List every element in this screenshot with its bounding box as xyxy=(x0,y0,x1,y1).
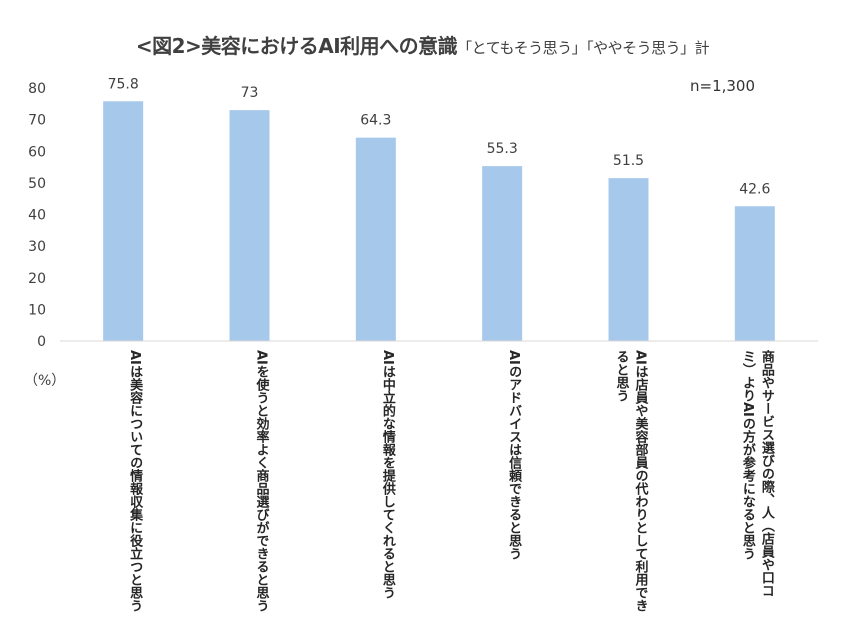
category-label: AIは中立的な情報を提供してくれると思う xyxy=(379,350,395,599)
y-tick-label: 80 xyxy=(28,81,46,97)
value-label: 64.3 xyxy=(360,113,391,129)
y-tick-label: 30 xyxy=(28,239,46,255)
value-labels: 75.8 73 64.3 55.3 51.5 42.6 xyxy=(108,76,771,197)
y-tick-label: 10 xyxy=(28,302,46,318)
category-label: 商品やサービス選びの際、人（店員や口コミ）よりAIの方が参考になると思う xyxy=(739,350,774,597)
bar xyxy=(608,178,649,341)
y-axis-ticks: 0 10 20 30 40 50 60 70 80 xyxy=(28,81,46,350)
bar xyxy=(734,206,775,341)
category-label: AIを使うと効率よく商品選びができると思う xyxy=(253,350,269,612)
y-tick-label: 40 xyxy=(28,208,46,224)
value-label: 75.8 xyxy=(108,76,139,92)
value-label: 73 xyxy=(241,85,259,101)
y-tick-label: 20 xyxy=(28,271,46,287)
value-label: 55.3 xyxy=(487,141,518,157)
y-tick-label: 60 xyxy=(28,144,46,160)
sample-size-label: n=1,300 xyxy=(690,77,756,95)
value-label: 42.6 xyxy=(739,181,770,197)
y-tick-label: 70 xyxy=(28,113,46,129)
y-tick-label: 0 xyxy=(37,334,46,350)
category-label: AIは店員や美容部員の代わりとして利用できると思う xyxy=(613,350,648,612)
bar xyxy=(103,101,144,341)
category-label: AIのアドバイスは信頼できると思う xyxy=(506,350,522,560)
chart-subtitle: 「とてもそう思う」「ややそう思う」計 xyxy=(457,39,710,57)
value-label: 51.5 xyxy=(613,153,644,169)
chart-title: <図2>美容におけるAI利用への意識「とてもそう思う」「ややそう思う」計 xyxy=(0,30,845,59)
y-tick-label: 50 xyxy=(28,176,46,192)
y-axis-unit-label: （%） xyxy=(24,373,66,389)
chart-title-main: <図2>美容におけるAI利用への意識 xyxy=(135,34,458,58)
bars xyxy=(103,101,775,341)
bar xyxy=(482,166,523,341)
category-label: AIは美容についての情報収集に役立つと思う xyxy=(127,350,143,612)
bar xyxy=(229,110,270,341)
bar xyxy=(355,137,396,341)
